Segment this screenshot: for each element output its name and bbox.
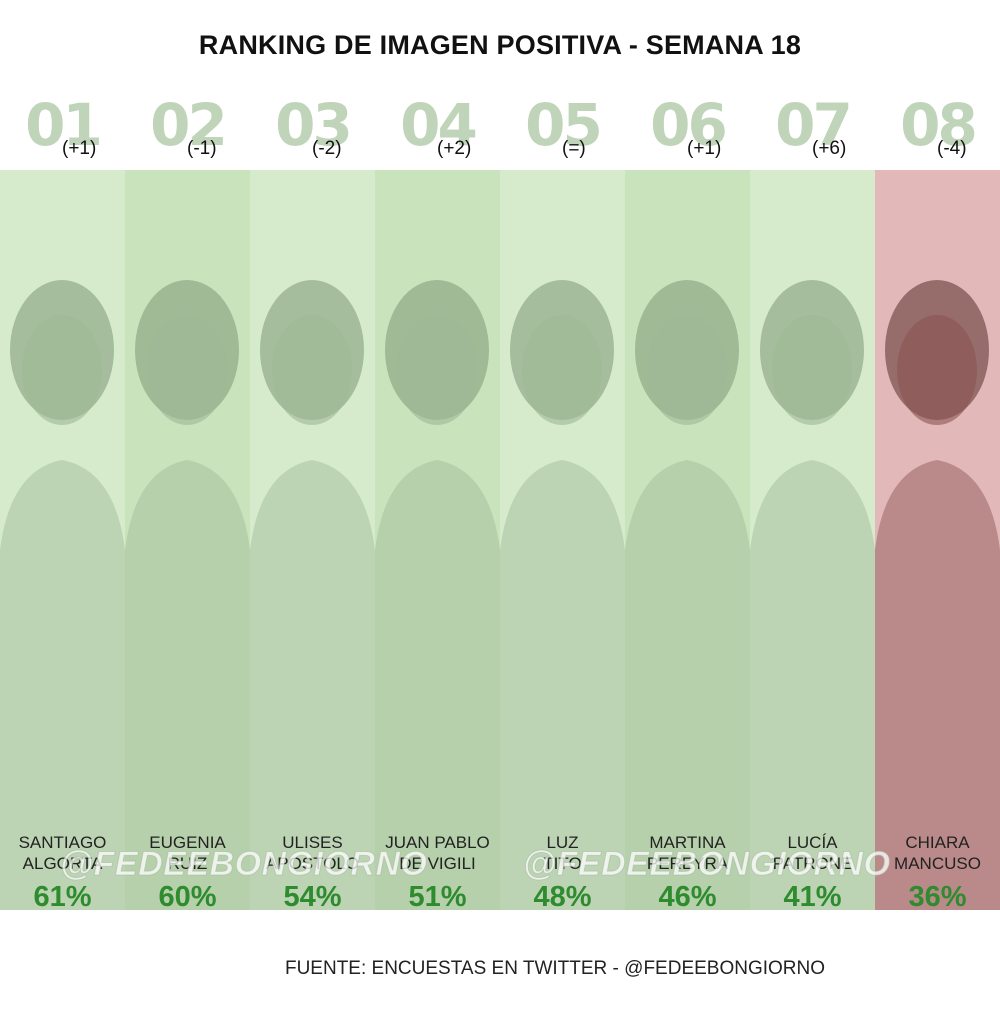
ranking-entry-2: 02 (-1) EUGENIA RUIZ 60% — [125, 90, 250, 990]
rank-number: 07 — [775, 91, 853, 159]
contestant-photo — [250, 170, 375, 910]
contestant-photo — [500, 170, 625, 910]
contestant-name: JUAN PABLO DE VIGILI — [375, 832, 500, 874]
name-line-1: SANTIAGO — [18, 833, 107, 852]
percent-value: 36% — [908, 881, 967, 913]
head-shape — [647, 315, 727, 425]
name-line-1: LUZ — [546, 833, 579, 852]
ranking-entry-8: 08 (-4) CHIARA MANCUSO 36% — [875, 90, 1000, 990]
person-silhouette — [875, 280, 1000, 910]
name-line-2: ALGORTA — [22, 854, 103, 873]
name-line-2: MANCUSO — [894, 854, 981, 873]
rank-number: 01 — [25, 91, 103, 159]
name-line-2: DE VIGILI — [399, 854, 476, 873]
contestant-photo — [875, 170, 1000, 910]
rank-number: 02 — [150, 91, 228, 159]
name-line-1: EUGENIA — [149, 833, 226, 852]
watermark-left: @FEDEEBONGIORNO — [59, 845, 428, 884]
rank-number: 04 — [400, 91, 478, 159]
ranking-columns: 01 (+1) SANTIAGO ALGORTA 61% 02 (-1) EUG… — [0, 90, 1000, 990]
body-shape — [875, 460, 1000, 910]
rank-change: (-4) — [937, 138, 967, 159]
name-line-2: TITO — [543, 854, 582, 873]
head-shape — [22, 315, 102, 425]
person-silhouette — [125, 280, 250, 910]
body-shape — [375, 460, 500, 910]
body-shape — [625, 460, 750, 910]
body-shape — [250, 460, 375, 910]
body-shape — [750, 460, 875, 910]
ranking-entry-4: 04 (+2) JUAN PABLO DE VIGILI 51% — [375, 90, 500, 990]
rank-change: (+1) — [62, 138, 97, 159]
ranking-entry-6: 06 (+1) MARTINA PEREYRA 46% — [625, 90, 750, 990]
contestant-name: MARTINA PEREYRA — [625, 832, 750, 874]
chart-title: RANKING DE IMAGEN POSITIVA - SEMANA 18 — [198, 30, 802, 60]
contestant-name: EUGENIA RUIZ — [125, 832, 250, 874]
person-silhouette — [750, 280, 875, 910]
contestant-name: SANTIAGO ALGORTA — [0, 832, 125, 874]
name-line-1: CHIARA — [905, 833, 970, 852]
contestant-name: CHIARA MANCUSO — [875, 832, 1000, 874]
head-shape — [772, 315, 852, 425]
contestant-photo — [0, 170, 125, 910]
rank-change: (-2) — [312, 138, 342, 159]
person-silhouette — [250, 280, 375, 910]
head-shape — [397, 315, 477, 425]
contestant-photo — [375, 170, 500, 910]
name-line-2: RUIZ — [167, 854, 208, 873]
name-line-1: MARTINA — [649, 833, 726, 852]
contestant-name: LUZ TITO — [500, 832, 625, 874]
rank-change: (=) — [562, 138, 586, 159]
name-line-2: PEREYRA — [646, 854, 729, 873]
body-shape — [0, 460, 125, 910]
person-silhouette — [0, 280, 125, 910]
head-shape — [147, 315, 227, 425]
name-line-1: LUCÍA — [787, 833, 838, 852]
rank-number: 08 — [900, 91, 978, 159]
ranking-entry-5: 05 (=) LUZ TITO 48% — [500, 90, 625, 990]
watermark-right: @FEDEEBONGIORNO — [522, 845, 891, 884]
name-line-1: ULISES — [282, 833, 343, 852]
body-shape — [125, 460, 250, 910]
percent-value: 54% — [283, 881, 342, 913]
rank-change: (+6) — [812, 138, 847, 159]
rank-number: 03 — [275, 91, 353, 159]
rank-change: (-1) — [187, 138, 217, 159]
rank-change: (+1) — [687, 138, 722, 159]
head-shape — [522, 315, 602, 425]
percent-value: 48% — [533, 881, 592, 913]
contestant-name: LUCÍA PATRONE — [750, 832, 875, 874]
name-line-1: JUAN PABLO — [385, 833, 490, 852]
contestant-name: ULISES APOSTOLO — [250, 832, 375, 874]
rank-change: (+2) — [437, 138, 472, 159]
percent-value: 41% — [783, 881, 842, 913]
person-silhouette — [375, 280, 500, 910]
percent-value: 51% — [408, 881, 467, 913]
percent-value: 61% — [33, 881, 92, 913]
ranking-entry-7: 07 (+6) LUCÍA PATRONE 41% — [750, 90, 875, 990]
percent-value: 60% — [158, 881, 217, 913]
contestant-photo — [125, 170, 250, 910]
name-line-2: APOSTOLO — [265, 854, 360, 873]
ranking-entry-1: 01 (+1) SANTIAGO ALGORTA 61% — [0, 90, 125, 990]
head-shape — [272, 315, 352, 425]
rank-number: 06 — [650, 91, 728, 159]
percent-value: 46% — [658, 881, 717, 913]
ranking-entry-3: 03 (-2) ULISES APOSTOLO 54% — [250, 90, 375, 990]
source-footer: FUENTE: ENCUESTAS EN TWITTER - @FEDEEBON… — [284, 958, 826, 979]
person-silhouette — [500, 280, 625, 910]
contestant-photo — [750, 170, 875, 910]
rank-number: 05 — [525, 91, 603, 159]
name-line-2: PATRONE — [772, 854, 853, 873]
head-shape — [897, 315, 977, 425]
contestant-photo — [625, 170, 750, 910]
person-silhouette — [625, 280, 750, 910]
body-shape — [500, 460, 625, 910]
